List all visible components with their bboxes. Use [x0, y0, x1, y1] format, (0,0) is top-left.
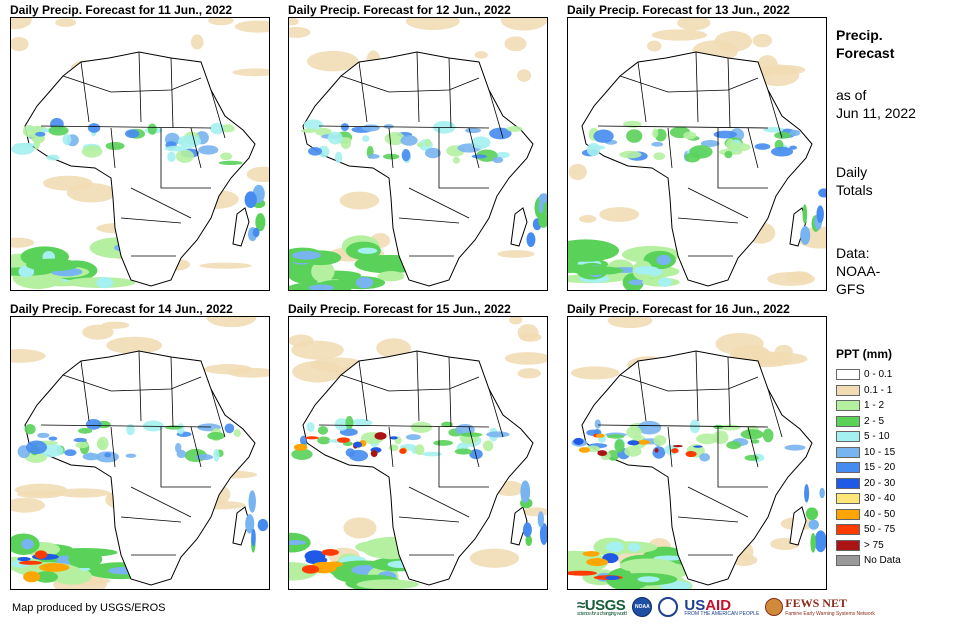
usgs-logo-text: USGS	[584, 596, 626, 614]
precip-map	[567, 316, 827, 590]
precip-map	[10, 316, 270, 590]
legend-swatch	[836, 524, 860, 536]
usaid-seal-icon	[658, 596, 679, 617]
legend-label: No Data	[864, 555, 901, 567]
data-source-line1: Data:	[836, 245, 870, 261]
legend-swatch	[836, 555, 860, 567]
legend-label: 0 - 0.1	[864, 369, 893, 381]
legend-title: PPT (mm)	[836, 347, 893, 361]
precip-map	[567, 17, 827, 291]
totals-label: Daily Totals	[836, 163, 873, 199]
panel-title: Daily Precip. Forecast for 15 Jun., 2022	[288, 302, 511, 316]
legend-item: 1 - 2	[836, 398, 901, 414]
legend-label: 20 - 30	[864, 477, 896, 489]
legend-swatch	[836, 369, 860, 381]
fews-net-text: FEWS NET	[785, 596, 847, 610]
legend-swatch	[836, 431, 860, 443]
legend-item: 50 - 75	[836, 522, 901, 538]
legend-label: 50 - 75	[864, 524, 896, 536]
precip-map	[10, 17, 270, 291]
data-source-line2: NOAA-	[836, 263, 881, 279]
sidebar-title-line1: Precip.	[836, 27, 883, 43]
legend-item: > 75	[836, 538, 901, 554]
legend-swatch	[836, 477, 860, 489]
panel-title: Daily Precip. Forecast for 14 Jun., 2022	[10, 302, 233, 316]
legend-swatch	[836, 446, 860, 458]
sidebar-title: Precip. Forecast	[836, 26, 894, 62]
legend-label: 15 - 20	[864, 462, 896, 474]
legend-item: 0 - 0.1	[836, 367, 901, 383]
legend-swatch	[836, 462, 860, 474]
legend-item: 0.1 - 1	[836, 383, 901, 399]
as-of-label: as of	[836, 87, 867, 103]
data-source-line3: GFS	[836, 281, 865, 297]
credit-text: Map produced by USGS/EROS	[12, 602, 166, 614]
as-of-date: as of Jun 11, 2022	[836, 86, 916, 122]
legend-swatch	[836, 400, 860, 412]
legend-label: 0.1 - 1	[864, 384, 893, 396]
precip-map	[288, 17, 548, 291]
fews-net-tagline: Famine Early Warning Systems Network	[785, 611, 875, 617]
usaid-us: US	[684, 596, 706, 614]
panel-title: Daily Precip. Forecast for 13 Jun., 2022	[567, 3, 790, 17]
legend-label: 1 - 2	[864, 400, 885, 412]
usgs-wave-icon: ≈	[577, 596, 585, 614]
legend-label: 5 - 10	[864, 431, 890, 443]
legend-item: 40 - 50	[836, 507, 901, 523]
legend-label: 40 - 50	[864, 508, 896, 520]
agency-logos: ≈USGS science for a changing world NOAA …	[577, 596, 875, 617]
totals-line1: Daily	[836, 164, 868, 180]
legend-label: 10 - 15	[864, 446, 896, 458]
usaid-tagline: FROM THE AMERICAN PEOPLE	[684, 610, 760, 617]
noaa-logo-text: NOAA	[635, 603, 650, 610]
legend-label: 30 - 40	[864, 493, 896, 505]
fews-net-logo: FEWS NET Famine Early Warning Systems Ne…	[765, 596, 875, 617]
legend-item: 2 - 5	[836, 414, 901, 430]
legend-item: 5 - 10	[836, 429, 901, 445]
legend-item: 15 - 20	[836, 460, 901, 476]
legend-label: > 75	[864, 539, 884, 551]
legend-item: 20 - 30	[836, 476, 901, 492]
usaid-aid: AID	[705, 596, 732, 614]
legend-item: No Data	[836, 553, 901, 569]
legend-item: 30 - 40	[836, 491, 901, 507]
noaa-logo: NOAA	[632, 596, 653, 617]
totals-line2: Totals	[836, 182, 873, 198]
usgs-tagline: science for a changing world	[577, 610, 627, 617]
globe-icon	[765, 597, 784, 616]
precip-map	[288, 316, 548, 590]
usaid-logo: USAID FROM THE AMERICAN PEOPLE	[684, 597, 759, 617]
legend-item: 10 - 15	[836, 445, 901, 461]
sidebar-title-line2: Forecast	[836, 45, 895, 61]
data-source: Data: NOAA- GFS	[836, 244, 880, 298]
panel-title: Daily Precip. Forecast for 16 Jun., 2022	[567, 302, 790, 316]
usgs-logo: ≈USGS science for a changing world	[577, 596, 627, 617]
legend-swatch	[836, 415, 860, 427]
panel-title: Daily Precip. Forecast for 12 Jun., 2022	[288, 3, 511, 17]
as-of-value: Jun 11, 2022	[836, 105, 916, 121]
legend-swatch	[836, 508, 860, 520]
legend: 0 - 0.1 0.1 - 1 1 - 2 2 - 5 5 - 10 10 - …	[836, 367, 901, 569]
legend-swatch	[836, 384, 860, 396]
panel-title: Daily Precip. Forecast for 11 Jun., 2022	[10, 3, 233, 17]
legend-label: 2 - 5	[864, 415, 885, 427]
legend-swatch	[836, 539, 860, 551]
legend-swatch	[836, 493, 860, 505]
